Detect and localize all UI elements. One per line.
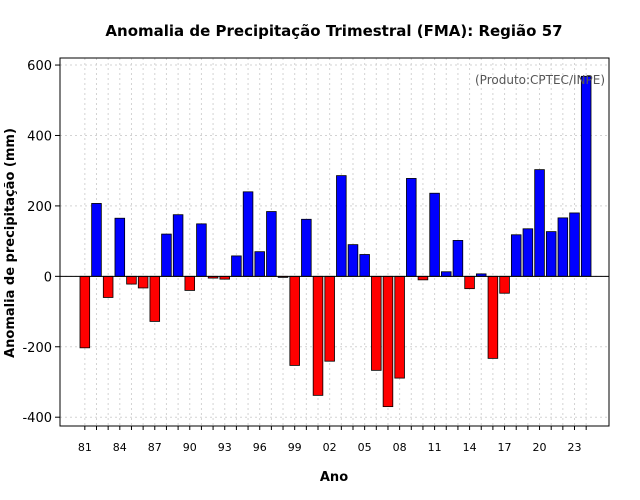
x-tick-label: 20 xyxy=(533,441,547,454)
bar-2012 xyxy=(441,271,452,277)
x-tick-label: 08 xyxy=(393,441,407,454)
bar-1987 xyxy=(149,275,161,322)
chart-title: Anomalia de Precipitação Trimestral (FMA… xyxy=(105,22,562,40)
x-tick-label: 96 xyxy=(253,441,267,454)
bar-2001 xyxy=(312,275,324,396)
bar-2011 xyxy=(429,192,440,277)
x-tick-label: 90 xyxy=(183,441,197,454)
bar-1997 xyxy=(266,211,277,277)
bar-2008 xyxy=(394,275,405,379)
bar-1983 xyxy=(102,275,114,298)
bar-1999 xyxy=(289,275,300,366)
bar-1985 xyxy=(126,275,137,285)
y-axis-title: Anomalia de precipitação (mm) xyxy=(3,128,18,358)
x-tick-label: 17 xyxy=(498,441,512,454)
bar-1989 xyxy=(172,214,184,277)
bar-2019 xyxy=(522,228,534,277)
x-tick-label: 02 xyxy=(323,441,337,454)
bar-2002 xyxy=(324,275,335,362)
bar-1994 xyxy=(231,255,242,277)
bar-2024 xyxy=(580,75,592,277)
bar-1982 xyxy=(91,203,102,277)
bar-1991 xyxy=(196,223,207,277)
bar-2013 xyxy=(452,240,464,277)
bar-2009 xyxy=(406,178,417,277)
annotation: (Produto:CPTEC/INPE) xyxy=(475,73,605,87)
bar-2004 xyxy=(347,244,359,277)
bar-2005 xyxy=(359,254,370,277)
x-tick-label: 81 xyxy=(78,441,92,454)
bar-2021 xyxy=(545,231,557,277)
bar-2020 xyxy=(534,169,545,277)
bar-1995 xyxy=(242,191,254,277)
bar-2000 xyxy=(301,218,312,277)
bar-1981 xyxy=(79,275,91,349)
y-tick-label: 400 xyxy=(27,129,52,144)
bars-layer xyxy=(79,75,592,408)
bar-1990 xyxy=(184,275,195,291)
y-tick-label: -200 xyxy=(22,341,52,356)
y-tick-label: 200 xyxy=(27,200,52,215)
y-tick-label: 600 xyxy=(27,59,52,74)
bar-2017 xyxy=(499,275,510,294)
bar-2023 xyxy=(569,212,580,277)
bar-1986 xyxy=(137,275,149,289)
y-tick-label: 0 xyxy=(44,270,52,285)
x-tick-label: 87 xyxy=(148,441,162,454)
x-axis: 81 84 87 90 93 96 99 02 05 08 11 14 17 20 23 xyxy=(78,426,587,454)
x-tick-label: 93 xyxy=(218,441,232,454)
x-tick-label: 84 xyxy=(113,441,127,454)
bar-2014 xyxy=(464,275,475,290)
bar-1996 xyxy=(254,251,265,277)
y-axis: -400 -200 0 200 400 600 xyxy=(22,59,60,426)
bar-2006 xyxy=(371,275,382,371)
bar-2022 xyxy=(557,217,569,277)
x-tick-label: 05 xyxy=(358,441,372,454)
bar-2018 xyxy=(510,234,522,277)
y-tick-label: -400 xyxy=(22,411,52,426)
bar-2010 xyxy=(417,275,429,281)
x-tick-label: 14 xyxy=(463,441,477,454)
x-axis-title: Ano xyxy=(320,470,348,485)
bar-2007 xyxy=(382,275,394,408)
x-tick-label: 23 xyxy=(568,441,582,454)
plot-frame xyxy=(59,57,610,427)
x-tick-label: 11 xyxy=(428,441,442,454)
x-tick-label: 99 xyxy=(288,441,302,454)
bar-1988 xyxy=(161,233,172,277)
bar-1984 xyxy=(114,217,126,277)
bar-2016 xyxy=(487,275,499,359)
bar-2003 xyxy=(336,175,347,277)
